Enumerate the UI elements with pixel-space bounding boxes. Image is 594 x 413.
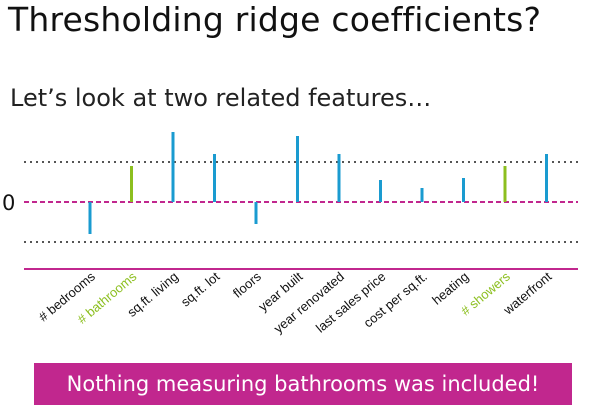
coefficient-bar <box>545 154 548 202</box>
coefficient-bar <box>462 178 465 202</box>
x-tick-label: floors <box>230 268 264 300</box>
coefficient-bar <box>171 132 175 202</box>
callout-banner: Nothing measuring bathrooms was included… <box>34 363 572 405</box>
slide-title: Thresholding ridge coefficients? <box>8 0 542 39</box>
coefficient-bar <box>420 188 424 202</box>
coefficient-bar <box>213 154 216 202</box>
coefficient-bar <box>337 154 341 202</box>
coefficient-bar <box>88 202 92 234</box>
y-tick-label-zero: 0 <box>2 191 15 215</box>
coefficient-bar <box>130 166 133 202</box>
slide-subtitle: Let’s look at two related features… <box>10 84 432 112</box>
coefficient-bar <box>379 180 382 202</box>
coefficient-bar <box>503 166 507 202</box>
x-tick-label: sq.ft. lot <box>178 269 223 310</box>
chart-bars <box>88 132 548 234</box>
chart-lines <box>24 161 578 270</box>
coefficient-bar <box>296 136 299 202</box>
coefficient-bar <box>254 202 258 224</box>
